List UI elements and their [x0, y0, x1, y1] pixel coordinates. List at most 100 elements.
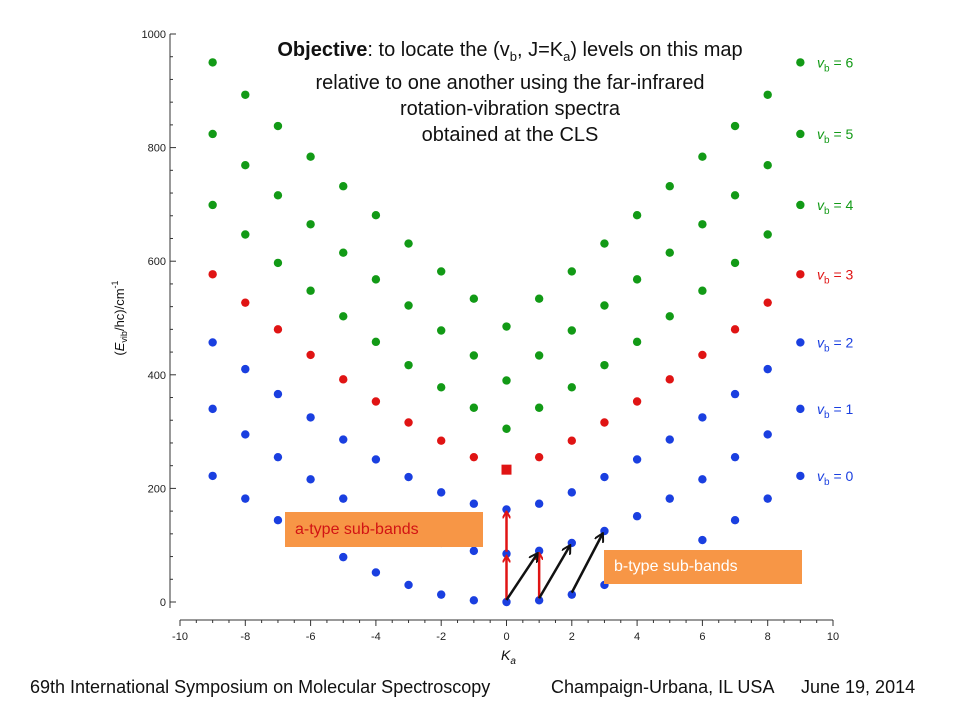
data-point: [534, 294, 544, 303]
data-point: [730, 191, 740, 200]
data-point: [796, 129, 805, 139]
data-point: [567, 267, 576, 276]
data-point: [306, 286, 315, 295]
footer-location: Champaign-Urbana, IL USA: [551, 677, 775, 697]
objective-line1-mid: , J=K: [516, 39, 564, 61]
data-point: [502, 376, 511, 385]
data-point: [632, 337, 642, 347]
data-point: [796, 200, 805, 210]
series-label: vb = 5: [817, 126, 854, 146]
b-type-callout: b-type sub-bands: [604, 550, 802, 584]
x-tick-label: -2: [436, 631, 446, 643]
b-type-arrow: [505, 554, 538, 601]
x-tick-label: 10: [827, 631, 839, 643]
data-point: [404, 239, 413, 248]
data-point: [567, 326, 576, 335]
objective-line-3: rotation-vibration spectra: [399, 98, 621, 120]
data-point: [763, 364, 772, 374]
data-point: [339, 435, 348, 444]
data-point: [241, 494, 250, 503]
y-tick-label: 0: [160, 597, 166, 609]
data-point: [632, 210, 642, 220]
data-point: [665, 248, 674, 257]
data-point: [241, 430, 250, 439]
data-point: [567, 436, 576, 445]
data-point: [796, 270, 805, 279]
data-point: [371, 568, 381, 577]
data-point: [241, 364, 250, 374]
data-point: [404, 301, 413, 310]
data-point: [273, 452, 283, 462]
data-point: [698, 535, 707, 545]
data-point: [698, 152, 707, 161]
data-point: [208, 471, 217, 481]
footer-date: June 19, 2014: [801, 677, 916, 697]
data-point: [567, 383, 576, 392]
data-point: [534, 452, 544, 462]
data-point: [763, 298, 772, 307]
series-label: vb = 3: [817, 266, 854, 286]
data-point: [502, 505, 511, 514]
data-point: [306, 350, 315, 360]
data-point: [600, 472, 609, 482]
x-axis-label: Ka: [501, 647, 516, 667]
x-tick-label: 8: [765, 631, 771, 643]
data-point: [763, 430, 772, 439]
x-tick-label: -10: [172, 631, 188, 643]
data-point: [469, 403, 479, 412]
data-point: [437, 488, 446, 497]
data-point: [763, 90, 772, 99]
data-point: [273, 121, 283, 131]
data-point: [404, 418, 413, 427]
data-point: [371, 210, 381, 220]
data-point: [208, 200, 217, 210]
y-tick-label: 400: [148, 370, 166, 382]
data-point: [273, 325, 283, 334]
data-point: [665, 375, 674, 384]
data-point: [306, 152, 315, 161]
data-point: [763, 494, 772, 503]
data-point: [698, 475, 707, 484]
data-point: [273, 258, 283, 268]
data-point: [339, 552, 348, 562]
square-marker: [501, 464, 512, 475]
data-point: [241, 161, 250, 170]
objective-lead: Objective: [277, 39, 368, 61]
data-point: [404, 360, 413, 370]
data-point: [763, 230, 772, 239]
data-point: [339, 375, 348, 384]
data-point: [796, 338, 805, 347]
y-axis-label: (Evib/hc)/cm-1: [110, 280, 129, 355]
data-point: [502, 322, 511, 331]
data-point: [437, 590, 446, 599]
y-tick-label: 800: [148, 143, 166, 155]
data-point: [730, 258, 740, 268]
objective-sub-a: a: [563, 49, 571, 64]
data-point: [339, 182, 348, 191]
data-point: [241, 230, 250, 239]
data-point: [763, 161, 772, 170]
data-point: [469, 351, 479, 360]
a-type-callout: a-type sub-bands: [285, 512, 483, 547]
data-point: [404, 472, 413, 482]
data-point: [665, 494, 674, 503]
data-point: [306, 220, 315, 229]
data-point: [371, 397, 381, 406]
data-point: [600, 418, 609, 427]
data-point: [273, 516, 283, 525]
data-point: [306, 475, 315, 484]
objective-line1-end: ) levels on this map: [570, 39, 743, 61]
data-point: [698, 350, 707, 360]
data-point: [600, 239, 609, 248]
data-point: [273, 191, 283, 200]
data-point: [567, 590, 576, 599]
data-point: [469, 294, 479, 303]
data-point: [469, 452, 479, 462]
data-point: [730, 516, 740, 525]
data-point: [469, 596, 479, 605]
data-point: [698, 220, 707, 229]
data-point: [469, 499, 479, 508]
data-point: [730, 389, 740, 399]
